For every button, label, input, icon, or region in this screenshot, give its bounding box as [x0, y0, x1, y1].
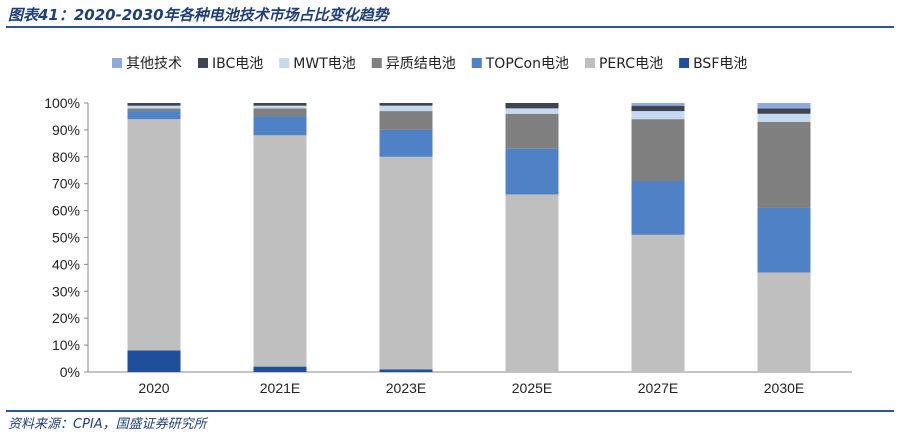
bar-segment	[253, 116, 307, 136]
y-tick-label: 50%	[52, 230, 80, 246]
bar-segment	[757, 207, 811, 273]
bar-segment	[379, 103, 433, 106]
bar-segment	[253, 108, 307, 117]
legend-label: MWT电池	[293, 56, 355, 72]
legend-label: 其他技术	[126, 56, 182, 72]
y-tick-label: 90%	[52, 122, 80, 138]
x-tick-label: 2025E	[512, 380, 552, 396]
bar-segment	[505, 108, 559, 114]
bar-segment	[379, 156, 433, 370]
bar-segment	[757, 103, 811, 109]
bar-segment	[379, 369, 433, 372]
bar-segment	[631, 119, 685, 182]
bar-segment	[127, 119, 181, 351]
stacked-bar-chart: 0% 10% 20% 30% 40% 50% 60% 70% 80% 90% 100% 2020 202…	[44, 56, 852, 396]
bar-segment	[253, 366, 307, 372]
x-tick-label: 2021E	[260, 380, 300, 396]
y-tick-label: 40%	[52, 256, 80, 272]
y-tick-label: 80%	[52, 149, 80, 165]
legend-label: TOPCon电池	[485, 56, 569, 72]
bar-segment	[757, 272, 811, 372]
y-tick-label: 30%	[52, 283, 80, 299]
x-tick-label: 2027E	[638, 380, 678, 396]
bar-segment	[631, 103, 685, 106]
legend-swatch	[198, 58, 208, 68]
legend-label: 异质结电池	[386, 56, 456, 72]
bar-segment	[127, 350, 181, 372]
legend-label: PERC电池	[599, 56, 663, 72]
y-tick-label: 20%	[52, 310, 80, 326]
bar-segment	[379, 105, 433, 112]
bar-segment	[127, 108, 181, 112]
legend-swatch	[279, 58, 290, 68]
bar-segment	[631, 234, 685, 372]
source-divider	[6, 410, 894, 412]
bar-segment	[253, 103, 307, 106]
source-note: 资料来源：CPIA，国盛证券研究所	[8, 417, 207, 432]
bar-segment	[757, 108, 811, 114]
bar-segment	[253, 105, 307, 109]
bar-segment	[379, 129, 433, 157]
legend-swatch	[112, 58, 122, 68]
title-divider	[6, 26, 894, 28]
y-tick-label: 10%	[52, 337, 80, 353]
bar-segment	[127, 105, 181, 109]
bar-segment	[631, 181, 685, 235]
y-tick-label: 60%	[52, 203, 80, 219]
legend-swatch	[679, 58, 690, 68]
bar-segment	[631, 105, 685, 112]
bar-segment	[505, 148, 559, 195]
x-tick-label: 2030E	[764, 380, 804, 396]
y-tick-label: 100%	[44, 95, 80, 111]
bar-segment	[379, 111, 433, 130]
legend-swatch	[584, 58, 595, 68]
y-tick-label: 70%	[52, 176, 80, 192]
legend-swatch	[371, 58, 382, 68]
x-tick-label: 2020	[138, 380, 169, 396]
bar-segment	[757, 121, 811, 208]
bar-segment	[505, 194, 559, 372]
legend-label: BSF电池	[693, 56, 747, 72]
bar-segment	[127, 103, 181, 106]
bar-segment	[127, 111, 181, 120]
chart-title: 图表41：2020-2030年各种电池技术市场占比变化趋势	[8, 6, 389, 24]
bar-segment	[505, 113, 559, 149]
bar-segment	[757, 113, 811, 122]
y-tick-label: 0%	[60, 364, 80, 380]
legend-swatch	[471, 58, 482, 68]
x-tick-label: 2023E	[386, 380, 426, 396]
bar-segment	[253, 135, 307, 367]
bar-segment	[505, 103, 559, 109]
legend-label: IBC电池	[212, 56, 263, 72]
bar-segment	[631, 111, 685, 120]
